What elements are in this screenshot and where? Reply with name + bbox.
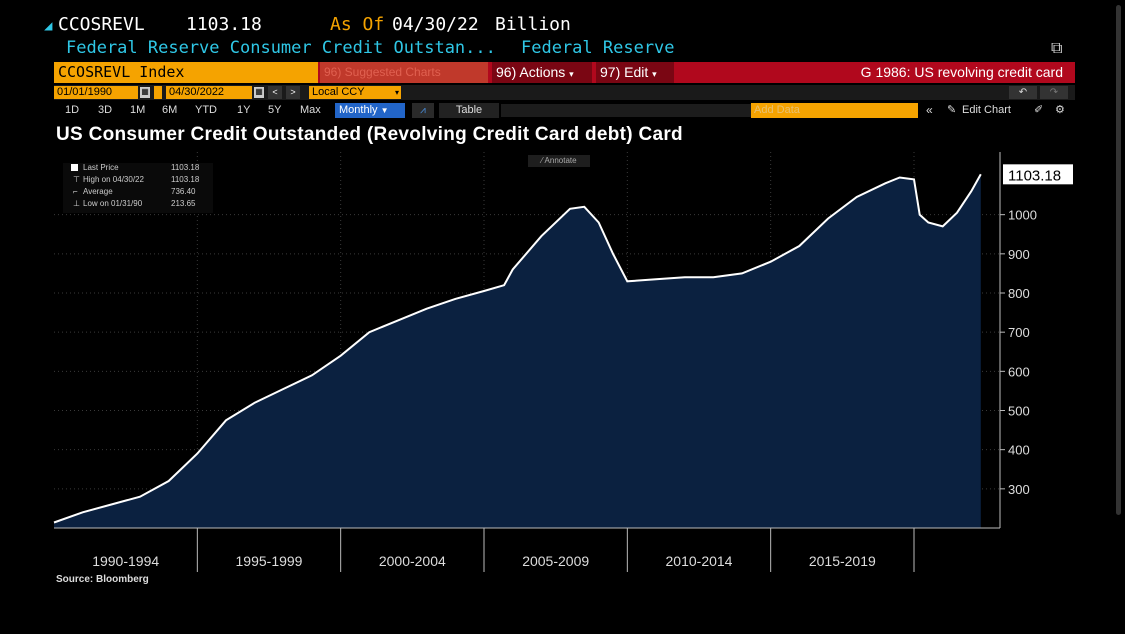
add-data-input[interactable]: Add Data bbox=[751, 103, 918, 118]
actions-menu[interactable]: 96) Actions ▾ bbox=[492, 62, 592, 83]
chevron-down-icon: ▼ bbox=[380, 106, 389, 115]
legend-value: 213.65 bbox=[171, 199, 196, 208]
legend-box: Last Price 1103.18 ⊤ High on 04/30/22 11… bbox=[63, 163, 213, 213]
popout-icon[interactable]: ⧉ bbox=[1051, 40, 1063, 57]
legend-value: 736.40 bbox=[171, 187, 196, 196]
gear-icon[interactable]: ⚙ bbox=[1055, 104, 1065, 116]
last-value-tag bbox=[1003, 164, 1073, 185]
graph-title: G 1986: US revolving credit card bbox=[860, 64, 1063, 80]
legend-label: High on 04/30/22 bbox=[83, 175, 144, 184]
currency-label: Local CCY bbox=[312, 86, 365, 98]
end-date-input[interactable]: 04/30/2022 bbox=[166, 86, 252, 99]
x-tick-label: 1995-1999 bbox=[236, 553, 303, 569]
x-tick-label: 2010-2014 bbox=[666, 553, 733, 569]
suggested-charts-button[interactable]: 96) Suggested Charts bbox=[320, 62, 488, 83]
last-value-label: 1103.18 bbox=[1008, 167, 1061, 184]
period-1m[interactable]: 1M bbox=[130, 104, 146, 116]
source-name: Federal Reserve bbox=[521, 38, 675, 58]
unit-label: Billion bbox=[495, 14, 571, 35]
x-tick-label: 1990-1994 bbox=[92, 553, 159, 569]
edit-icon[interactable]: ✐ bbox=[1034, 104, 1044, 116]
triangle-icon: ◢ bbox=[44, 18, 53, 34]
currency-select[interactable]: Local CCY ▾ bbox=[309, 86, 401, 99]
source-note: Source: Bloomberg bbox=[56, 574, 149, 585]
y-tick-label: 900 bbox=[1008, 247, 1030, 262]
y-tick-label: 600 bbox=[1008, 364, 1030, 379]
chevron-down-icon: ▾ bbox=[652, 69, 657, 79]
annotate-label: Annotate bbox=[544, 156, 577, 165]
y-tick-label: 700 bbox=[1008, 325, 1030, 340]
date-range-bar: 01/01/1990 ▦ 04/30/2022 ▦ < > Local CCY ▾… bbox=[54, 85, 1075, 100]
average-icon: ⌐ bbox=[73, 187, 78, 196]
legend-label: Last Price bbox=[83, 163, 119, 172]
scrollbar[interactable] bbox=[1116, 5, 1121, 515]
chevron-down-icon: ▾ bbox=[569, 69, 574, 79]
y-tick-label: 300 bbox=[1008, 482, 1030, 497]
legend-value: 1103.18 bbox=[171, 163, 200, 172]
high-icon: ⊤ bbox=[73, 175, 80, 184]
calendar-icon[interactable]: ▦ bbox=[140, 87, 150, 98]
ticker: CCOSREVL bbox=[58, 14, 145, 35]
low-icon: ⊥ bbox=[73, 199, 80, 208]
chart-title: US Consumer Credit Outstanded (Revolving… bbox=[56, 124, 683, 145]
last-value: 1103.18 bbox=[186, 14, 262, 35]
as-of-date: 04/30/22 bbox=[392, 14, 479, 35]
table-button[interactable]: Table bbox=[439, 103, 499, 118]
frequency-select[interactable]: Monthly ▼ bbox=[335, 103, 405, 118]
period-3d[interactable]: 3D bbox=[98, 104, 113, 116]
legend-label: Average bbox=[83, 187, 113, 196]
series-description: Federal Reserve Consumer Credit Outstan.… bbox=[66, 38, 496, 58]
x-tick-label: 2015-2019 bbox=[809, 553, 876, 569]
previous-arrow-icon[interactable]: < bbox=[268, 86, 282, 99]
collapse-icon[interactable]: « bbox=[926, 103, 933, 117]
pencil-icon[interactable]: ✎ bbox=[947, 104, 957, 116]
command-bar: CCOSREVL Index 96) Suggested Charts 96) … bbox=[54, 62, 1075, 83]
frequency-label: Monthly bbox=[339, 104, 378, 116]
x-tick-label: 2005-2009 bbox=[522, 553, 589, 569]
period-5y[interactable]: 5Y bbox=[268, 104, 282, 116]
square-icon bbox=[71, 164, 78, 171]
y-tick-label: 1000 bbox=[1008, 208, 1037, 223]
period-1d[interactable]: 1D bbox=[65, 104, 80, 116]
actions-label: 96) Actions bbox=[496, 64, 566, 80]
start-date-input[interactable]: 01/01/1990 bbox=[54, 86, 138, 99]
edit-label: 97) Edit bbox=[600, 64, 649, 80]
legend-value: 1103.18 bbox=[171, 175, 200, 184]
y-tick-label: 400 bbox=[1008, 443, 1030, 458]
as-of-label: As Of bbox=[330, 14, 385, 35]
line-chart-icon[interactable]: ⩘ bbox=[412, 103, 434, 118]
calendar-icon[interactable]: ▦ bbox=[254, 87, 264, 98]
y-tick-label: 500 bbox=[1008, 404, 1030, 419]
x-tick-label: 2000-2004 bbox=[379, 553, 446, 569]
redo-icon[interactable]: ↷ bbox=[1040, 86, 1068, 99]
pencil-icon: ⁄ bbox=[541, 156, 543, 165]
date-separator bbox=[154, 86, 162, 99]
period-6m[interactable]: 6M bbox=[162, 104, 178, 116]
period-max[interactable]: Max bbox=[300, 104, 321, 116]
edit-chart-button[interactable]: Edit Chart bbox=[962, 104, 1011, 116]
period-1y[interactable]: 1Y bbox=[237, 104, 251, 116]
legend-label: Low on 01/31/90 bbox=[83, 199, 143, 208]
next-arrow-icon[interactable]: > bbox=[286, 86, 300, 99]
spacer-bar bbox=[501, 104, 751, 117]
security-field[interactable]: CCOSREVL Index bbox=[54, 62, 318, 83]
series-line bbox=[53, 173, 982, 524]
period-ytd[interactable]: YTD bbox=[195, 104, 217, 116]
chevron-down-icon: ▾ bbox=[394, 88, 399, 97]
undo-icon[interactable]: ↶ bbox=[1009, 86, 1037, 99]
edit-menu[interactable]: 97) Edit ▾ bbox=[596, 62, 674, 83]
annotate-button[interactable]: ⁄ Annotate bbox=[528, 155, 590, 167]
y-tick-label: 800 bbox=[1008, 286, 1030, 301]
period-bar: 1D 3D 1M 6M YTD 1Y 5Y Max Monthly ▼ ⩘ Ta… bbox=[54, 102, 1075, 119]
area-fill bbox=[54, 174, 981, 529]
